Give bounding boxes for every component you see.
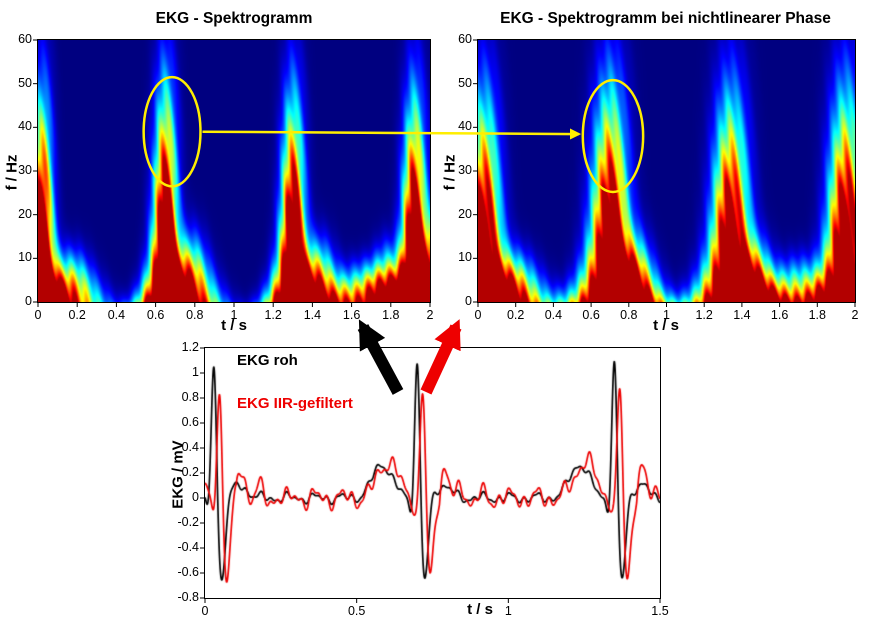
x-tick-label: 1.6 (342, 308, 361, 322)
x-tick-label: 0.4 (544, 308, 563, 322)
y-tick-label: -0.6 (177, 565, 199, 579)
x-tick-label: 2 (851, 308, 859, 322)
x-tick-label: 0.5 (347, 604, 366, 618)
y-tick-label: 0 (25, 294, 32, 308)
x-tick-label: 0.8 (620, 308, 638, 322)
spectrogram-left-heatmap (37, 39, 431, 303)
y-tick-label: 20 (458, 206, 472, 221)
x-tick-label: 1.4 (733, 308, 751, 322)
ekg-line-chart (204, 347, 661, 599)
y-tick-label: 60 (18, 32, 32, 46)
y-tick-label: -0.8 (177, 590, 199, 604)
x-tick-label: 0.6 (146, 308, 165, 322)
x-tick-label: 0 (201, 604, 209, 618)
x-tick-label: 1.8 (382, 308, 400, 322)
x-tick-label: 0.8 (186, 308, 204, 322)
y-tick-label: -0.2 (177, 515, 199, 529)
y-tick-label: 20 (18, 206, 32, 221)
x-tick-label: 0.4 (107, 308, 126, 322)
y-tick-label: 30 (18, 163, 32, 177)
x-tick-label: 1.4 (303, 308, 322, 322)
y-tick-label: 10 (18, 250, 32, 265)
y-tick-label: 60 (458, 32, 472, 46)
y-tick-label: 40 (458, 119, 472, 134)
y-tick-label: 0.6 (181, 415, 199, 429)
y-tick-label: -0.4 (177, 540, 199, 554)
legend-ekg-roh: EKG roh (237, 352, 298, 369)
x-tick-label: 1.2 (264, 308, 282, 322)
x-tick-label: 1.2 (695, 308, 713, 322)
spectrogram-left-xlabel: t / s (221, 317, 247, 334)
y-tick-label: 0.8 (181, 390, 199, 404)
x-tick-label: 1.5 (651, 604, 669, 618)
x-tick-label: 1 (504, 604, 512, 618)
x-tick-label: 0.6 (582, 308, 600, 322)
x-tick-label: 1.8 (808, 308, 826, 322)
y-tick-label: 40 (18, 119, 32, 134)
y-tick-label: 0.4 (181, 440, 199, 454)
x-tick-label: 0.2 (506, 308, 525, 322)
y-tick-label: 1.2 (181, 340, 199, 354)
y-tick-label: 30 (458, 163, 472, 177)
y-tick-label: 50 (458, 75, 472, 90)
x-tick-label: 1 (663, 308, 670, 322)
x-tick-label: 0.2 (68, 308, 86, 322)
y-tick-label: 10 (458, 250, 472, 265)
spectrogram-right-title: EKG - Spektrogramm bei nichtlinearer Pha… (500, 10, 831, 27)
x-tick-label: 0 (474, 308, 482, 322)
spectrogram-right-xlabel: t / s (653, 317, 679, 334)
x-tick-label: 2 (426, 308, 434, 322)
x-tick-label: 0 (34, 308, 42, 322)
ekg-xlabel: t / s (467, 601, 493, 618)
y-tick-label: 0 (192, 490, 199, 504)
legend-ekg-iir-filtered: EKG IIR-gefiltert (237, 395, 353, 412)
y-tick-label: 0.2 (181, 465, 199, 479)
y-tick-label: 50 (18, 75, 32, 90)
x-tick-label: 1 (230, 308, 238, 322)
x-tick-label: 1.6 (770, 308, 789, 322)
spectrogram-right-heatmap (477, 39, 856, 303)
y-tick-label: 1 (192, 365, 199, 379)
y-tick-label: 0 (465, 294, 472, 308)
spectrogram-left-title: EKG - Spektrogramm (155, 10, 313, 27)
